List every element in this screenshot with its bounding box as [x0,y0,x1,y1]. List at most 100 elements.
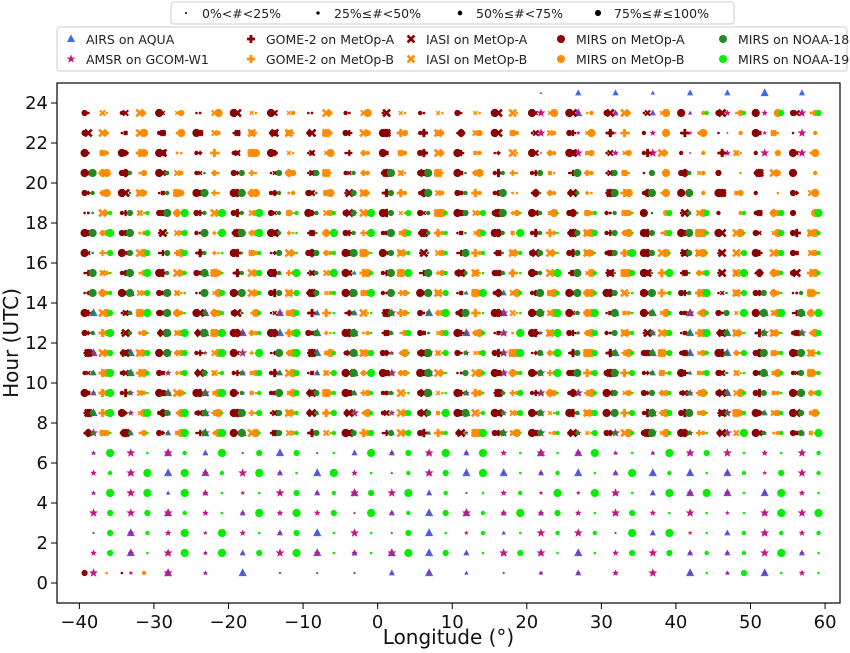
data-point [313,289,320,297]
data-point [502,471,506,475]
data-point [324,331,328,335]
data-point [164,409,171,417]
data-point [313,329,320,337]
data-point [201,369,208,377]
data-point [756,269,763,277]
data-point [480,510,486,516]
data-point [592,210,598,216]
data-point [592,290,598,296]
data-point [139,368,149,378]
data-point [241,451,245,455]
data-point [603,429,610,437]
data-point [493,391,497,395]
data-point [574,509,582,516]
data-point [779,530,784,536]
data-point [424,348,433,358]
data-point [198,431,202,435]
data-point [550,108,559,118]
data-point [608,331,612,335]
data-point [605,351,608,355]
data-point [353,571,356,575]
data-point [439,269,446,277]
data-point [630,491,634,495]
data-point [80,148,89,158]
data-point [714,348,723,358]
data-point [315,311,318,315]
data-point [741,410,747,416]
data-point [343,170,348,176]
data-point [256,369,263,377]
data-point [687,550,693,556]
data-point [444,531,447,535]
data-point [664,291,668,295]
data-point [322,369,330,377]
data-point [493,331,497,335]
data-point [752,229,759,237]
data-point [624,188,633,198]
data-point [256,269,263,277]
data-point [640,349,647,357]
data-point [350,189,357,197]
data-point [741,110,747,116]
data-point [759,368,768,378]
data-point [583,209,591,217]
data-point [105,408,115,418]
data-point [426,251,430,255]
data-point [686,489,694,496]
data-point [585,371,589,375]
data-point [514,370,520,376]
data-point [527,408,537,418]
data-point [417,230,423,236]
data-point [575,430,580,436]
data-point [527,308,537,318]
data-point [760,389,767,397]
data-point [267,209,275,217]
data-point [142,211,146,215]
data-point [99,289,106,297]
data-point [740,249,748,257]
data-point [98,208,107,218]
data-point [389,510,395,516]
data-point [349,248,358,258]
data-point [587,128,596,138]
data-point [798,290,804,296]
data-point [816,230,821,236]
data-point [342,229,349,237]
data-point [442,549,449,557]
data-point [491,429,498,437]
series-6 [98,108,816,438]
data-point [651,531,655,535]
y-tick-label: 14 [25,293,48,314]
data-point [545,248,555,258]
data-point [214,408,223,418]
data-point [256,409,263,417]
x-tick-label: −10 [284,612,322,633]
data-point [361,231,366,235]
data-point [774,149,781,157]
data-point [212,251,216,255]
data-point [622,411,627,415]
data-point [480,370,486,376]
data-point [378,148,387,158]
data-point [251,148,260,158]
data-point [173,209,181,217]
data-point [568,428,578,438]
data-point [294,210,299,216]
data-point [384,190,389,196]
data-point [272,190,278,196]
data-point [738,330,743,336]
data-point [241,571,245,575]
data-point [440,150,445,156]
data-point [341,328,350,338]
data-point [613,470,618,476]
data-point [687,271,691,275]
data-point [751,128,760,138]
data-point [287,231,291,235]
data-point [237,288,246,298]
data-point [381,431,385,435]
data-point [546,129,554,137]
data-point [126,508,136,517]
data-point [380,170,386,176]
data-point [417,149,424,157]
data-point [590,488,599,498]
